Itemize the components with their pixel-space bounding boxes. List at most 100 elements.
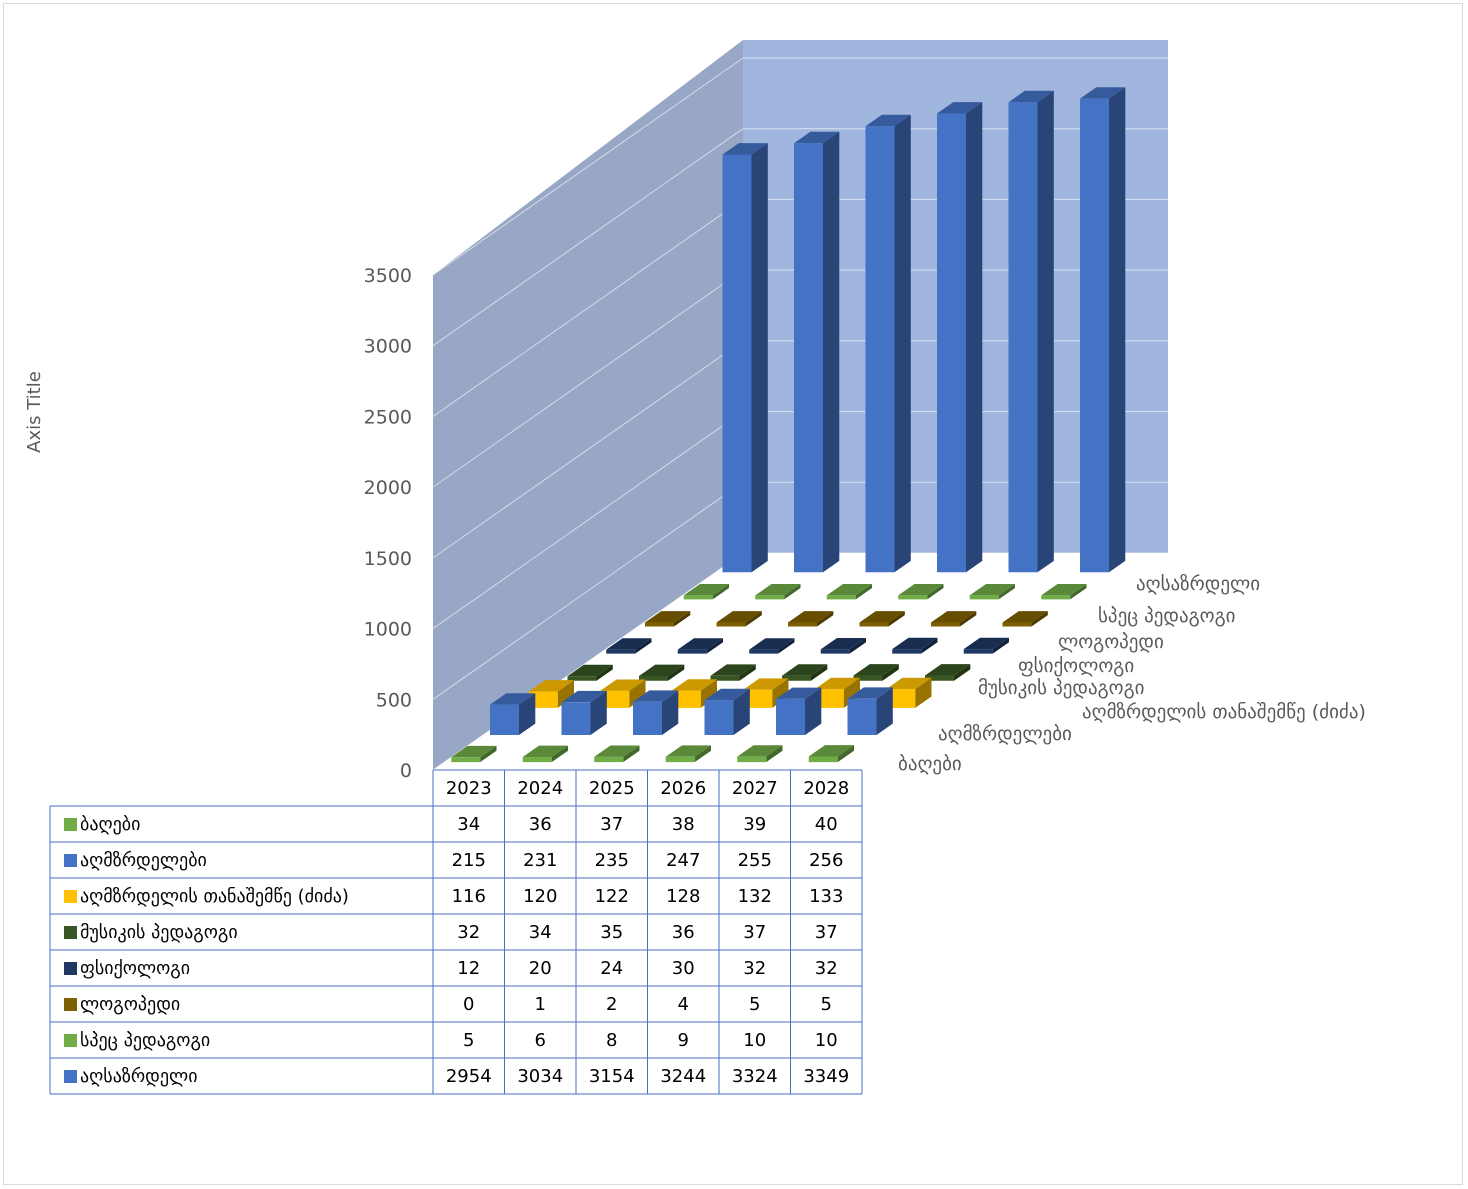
table-cell: 255 [738, 850, 772, 871]
bar-side [784, 584, 801, 600]
bar-top [963, 637, 1009, 650]
bar [969, 595, 999, 600]
bar [793, 143, 823, 573]
bar [644, 622, 674, 627]
bar-top [853, 664, 899, 676]
bar-side [882, 664, 899, 681]
table-cell: 6 [535, 1030, 546, 1051]
gridline-side [432, 340, 744, 559]
bar-side [674, 611, 691, 627]
table-cell: 10 [815, 1030, 838, 1051]
table-header-year: 2028 [803, 778, 849, 799]
bar-top [847, 687, 893, 699]
bar-top [820, 638, 866, 650]
bar-side [623, 745, 640, 763]
bar-top [776, 687, 822, 699]
bar [704, 700, 734, 736]
legend-key [64, 818, 77, 831]
bar-top [528, 680, 574, 692]
gridline-side [432, 411, 744, 629]
bar [749, 649, 779, 654]
bar [567, 676, 597, 681]
bar-top [886, 677, 932, 690]
bar [451, 757, 481, 763]
table-cell: 231 [523, 850, 557, 871]
bar [665, 756, 695, 763]
legend-key [64, 1034, 77, 1047]
bar [859, 622, 889, 627]
table-cell: 32 [457, 922, 480, 943]
table-cell: 122 [595, 886, 629, 907]
bar-side [1109, 87, 1126, 573]
bar-side [915, 677, 932, 708]
bar-top [859, 611, 905, 623]
table-cell: 12 [457, 958, 480, 979]
gridline-side [432, 128, 744, 347]
bar-side [849, 638, 866, 654]
table-cell: 34 [529, 922, 552, 943]
table-cell: 36 [672, 922, 695, 943]
bar [924, 675, 954, 681]
bar-side [966, 102, 983, 573]
bar-top [892, 637, 938, 650]
bar [820, 649, 850, 654]
depth-axis-label: აღმზრდელის თანაშემწე (ძიძა) [1082, 701, 1366, 723]
bar-side [837, 745, 854, 763]
table-cell: 235 [595, 850, 629, 871]
bar [638, 675, 668, 681]
bar-side [1070, 584, 1087, 600]
bar-side [551, 745, 568, 763]
bar-side [739, 664, 756, 681]
bar-top [522, 745, 568, 757]
table-cell: 1 [535, 994, 546, 1015]
bar-side [662, 690, 679, 735]
bar-side [519, 693, 536, 735]
bar-side [778, 638, 795, 654]
bar-side [596, 664, 613, 681]
bar-side [668, 664, 685, 681]
legend-key [64, 926, 77, 939]
bar [847, 698, 877, 736]
bar-side [921, 637, 938, 654]
table-cell: 132 [738, 886, 772, 907]
bar [606, 649, 636, 654]
table-cell: 3324 [732, 1066, 778, 1087]
table-row-label: ბაღები [80, 814, 140, 835]
table-cell: 215 [452, 850, 486, 871]
bar-top [716, 611, 762, 623]
bar-top [1002, 611, 1048, 623]
bar-top [671, 679, 717, 691]
table-header-year: 2027 [732, 778, 778, 799]
bar-top [749, 638, 795, 650]
table-cell: 32 [743, 958, 766, 979]
table-row-label: ფსიქოლოგი [80, 958, 190, 979]
table-cell: 128 [666, 886, 700, 907]
bar [528, 691, 558, 708]
table-cell: 2954 [446, 1066, 492, 1087]
bar-top [606, 638, 652, 650]
table-cell: 120 [523, 886, 557, 907]
bar [632, 701, 662, 736]
table-cell: 20 [529, 958, 552, 979]
bar-side [694, 745, 711, 763]
bar [814, 689, 844, 708]
table-cell: 24 [600, 958, 623, 979]
bar-top [645, 611, 691, 623]
y-tick-label: 1000 [364, 619, 412, 641]
bar-side [590, 690, 607, 735]
bar-side [992, 637, 1009, 654]
table-cell: 38 [672, 814, 695, 835]
bar-top [561, 690, 607, 703]
legend-key [64, 962, 77, 975]
table-row-label: აღსაზრდელი [80, 1066, 198, 1087]
bar [522, 757, 552, 763]
depth-axis-label: ლოგოპედი [1058, 631, 1164, 653]
table-cell: 247 [666, 850, 700, 871]
bar-top [814, 677, 860, 690]
bar [489, 704, 519, 736]
bar [683, 595, 713, 600]
bar-top [704, 688, 750, 701]
bar-side [745, 611, 762, 627]
bar-top [594, 745, 640, 757]
table-header-year: 2024 [517, 778, 563, 799]
